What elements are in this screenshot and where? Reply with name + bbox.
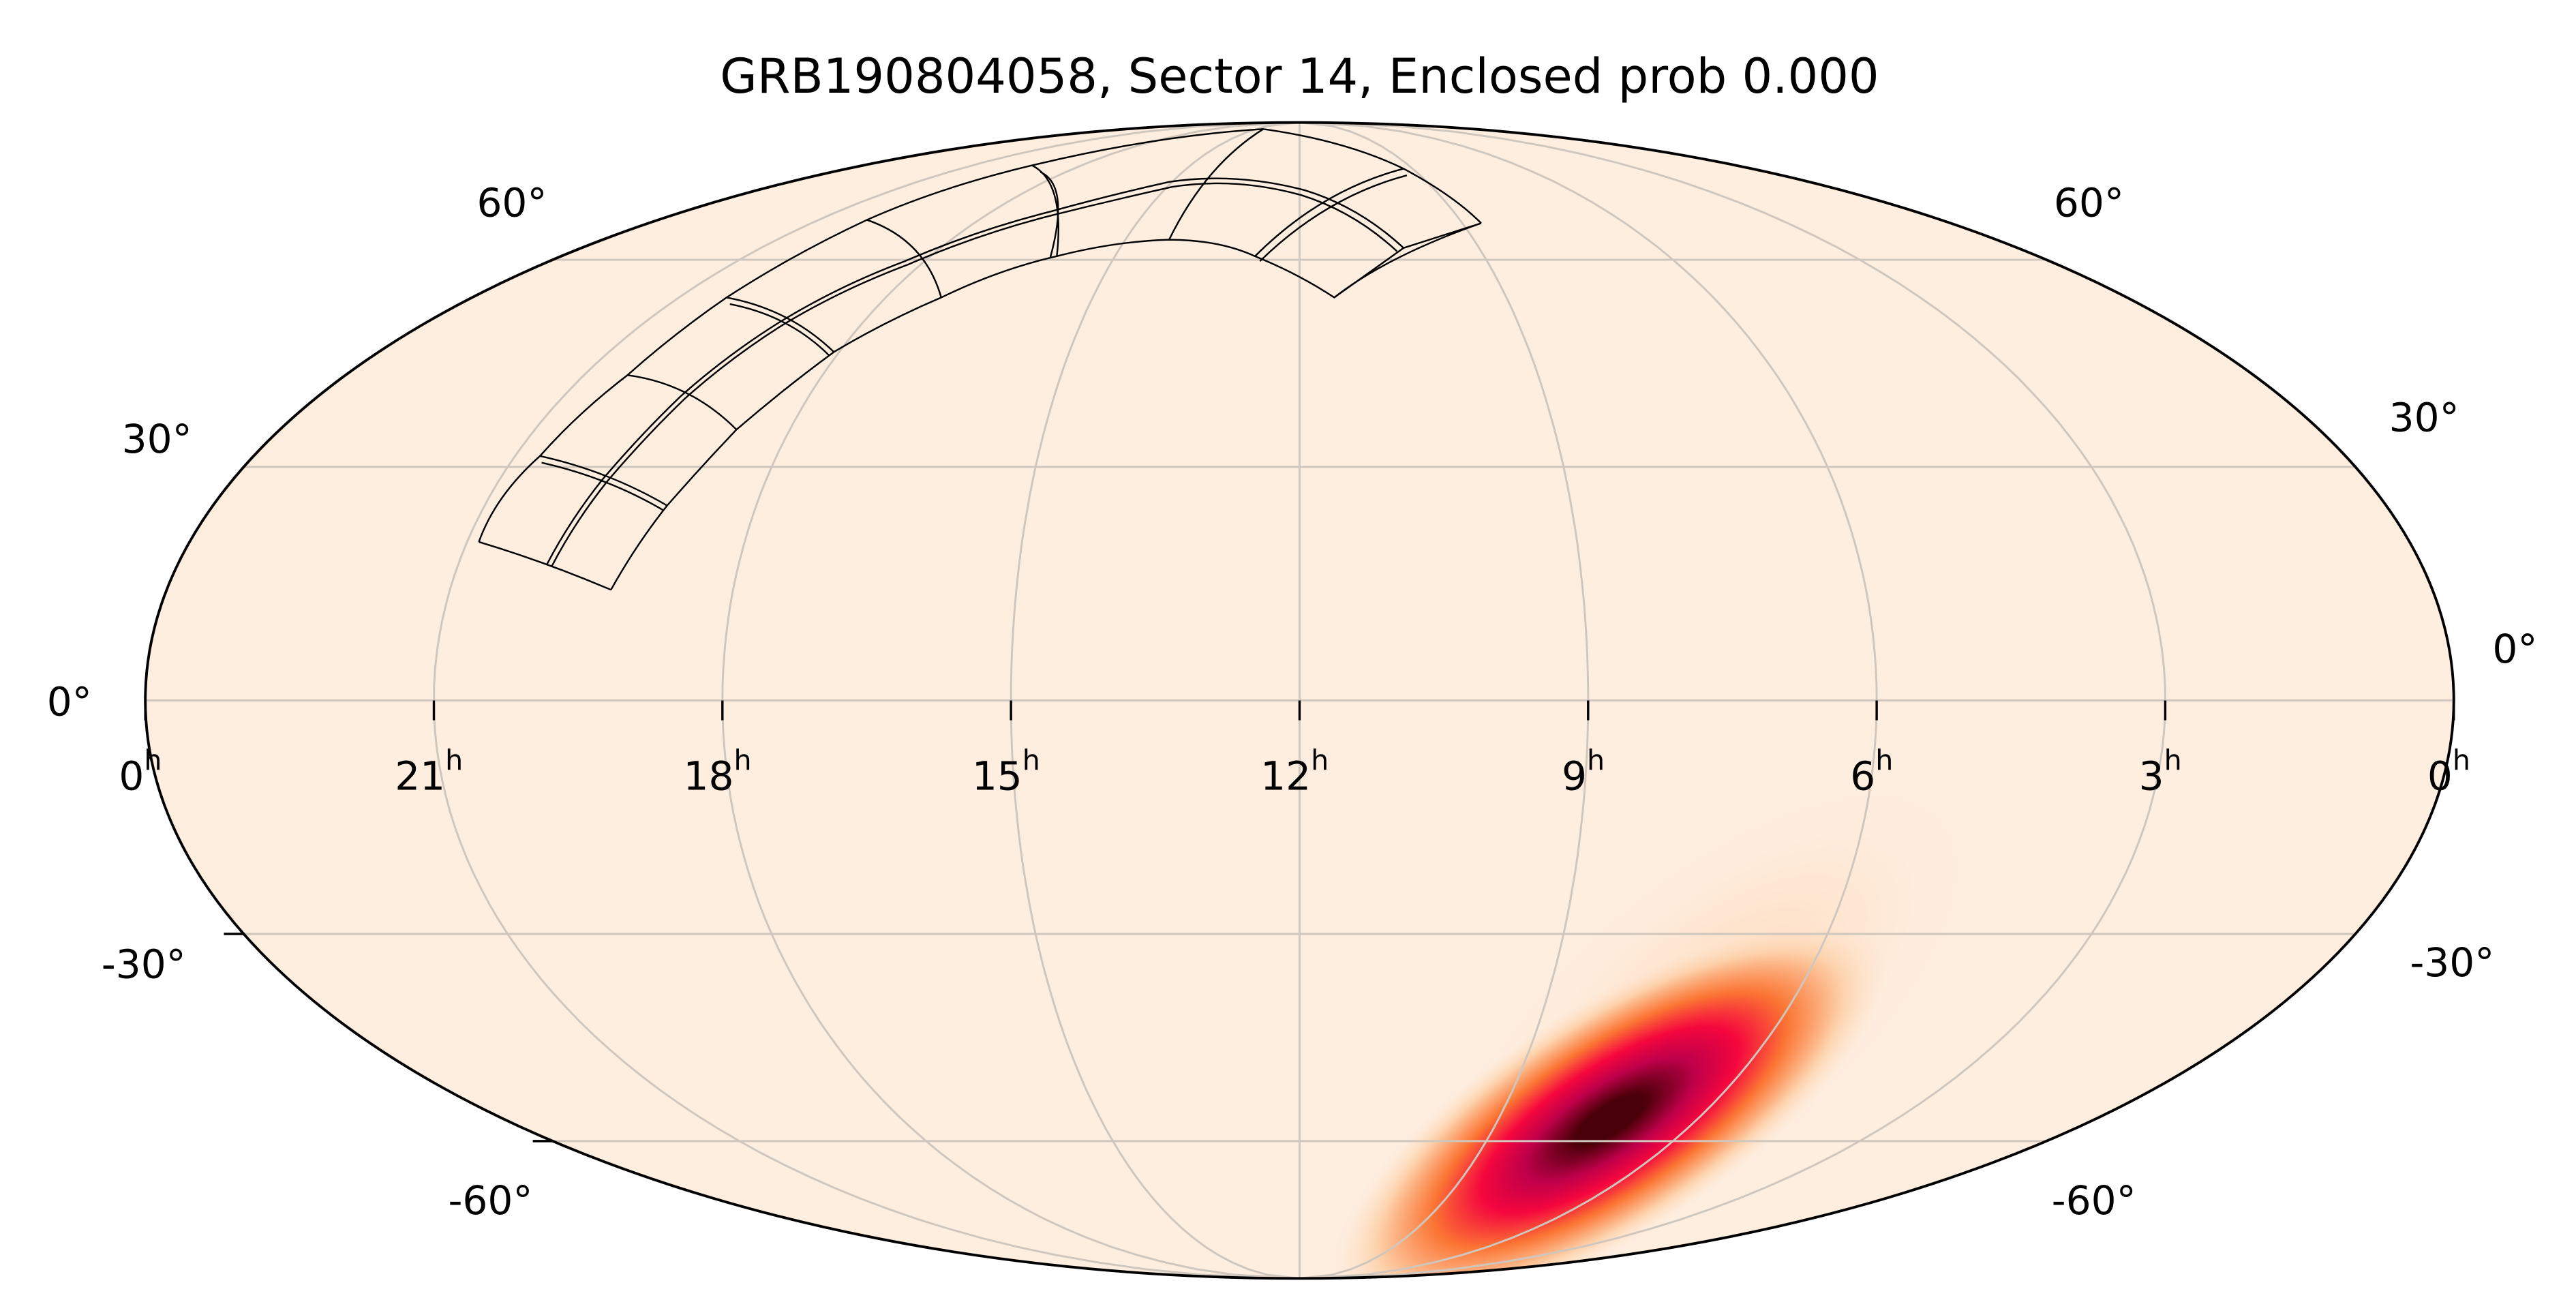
ra-tick-suffix: h — [1022, 744, 1040, 776]
ra-tick-suffix: h — [1587, 744, 1605, 776]
dec-tick-label-right: -30° — [2410, 939, 2494, 986]
graticule — [145, 121, 2454, 1280]
footprint-inner-edge — [610, 222, 1482, 590]
dec-tick-label-left: 60° — [476, 180, 547, 226]
dec-tick-label-left: 0° — [47, 678, 92, 725]
sky-boundary — [144, 121, 2455, 1280]
ccd-divider — [479, 541, 611, 591]
ra-tick-suffix: h — [1875, 744, 1893, 776]
ccd-divider — [726, 297, 835, 353]
ccd-divider — [866, 219, 942, 298]
dec-tick-label-right: -60° — [2052, 1177, 2136, 1224]
dec-tick-label-left: -30° — [102, 941, 186, 987]
dec-tick-label-right: 0° — [2492, 626, 2537, 672]
ra-tick-label: 0h — [2427, 744, 2470, 799]
ra-tick-suffix: h — [144, 744, 162, 776]
ra-tick-suffix: h — [1311, 744, 1329, 776]
ra-tick-label: 12h — [1260, 744, 1329, 799]
ccd-divider — [541, 462, 665, 511]
ra-tick-suffix: h — [2453, 744, 2470, 776]
ra-tick-label: 9h — [1562, 744, 1605, 799]
ra-tick-suffix: h — [2164, 744, 2182, 776]
footprint-mid-line-2 — [551, 182, 1398, 567]
ra-tick-label: 0h — [119, 744, 162, 799]
footprint-outer-edge — [478, 128, 1482, 543]
ra-tick-suffix: h — [445, 744, 463, 776]
ccd-divider — [1031, 164, 1059, 256]
ccd-divider — [1040, 171, 1059, 258]
chart-title: GRB190804058, Sector 14, Enclosed prob 0… — [720, 48, 1879, 104]
ccd-divider — [1168, 128, 1264, 241]
sector-footprint — [478, 128, 1482, 591]
ra-tick-label: 18h — [684, 744, 752, 799]
footprint-mid-line — [545, 177, 1404, 566]
ccd-divider — [539, 455, 668, 507]
ccd-divider — [1259, 174, 1408, 262]
dec-tick-label-right: 60° — [2054, 180, 2124, 226]
dec-tick-label-left: 30° — [122, 416, 192, 462]
dec-tick-label-right: 30° — [2389, 395, 2459, 441]
ccd-divider — [627, 374, 738, 431]
dec-tick-label-left: -60° — [448, 1177, 532, 1224]
ccd-divider — [1254, 168, 1404, 257]
ccd-divider — [729, 303, 830, 357]
ra-tick-suffix: h — [733, 744, 751, 776]
ccd-divider — [1333, 222, 1482, 299]
